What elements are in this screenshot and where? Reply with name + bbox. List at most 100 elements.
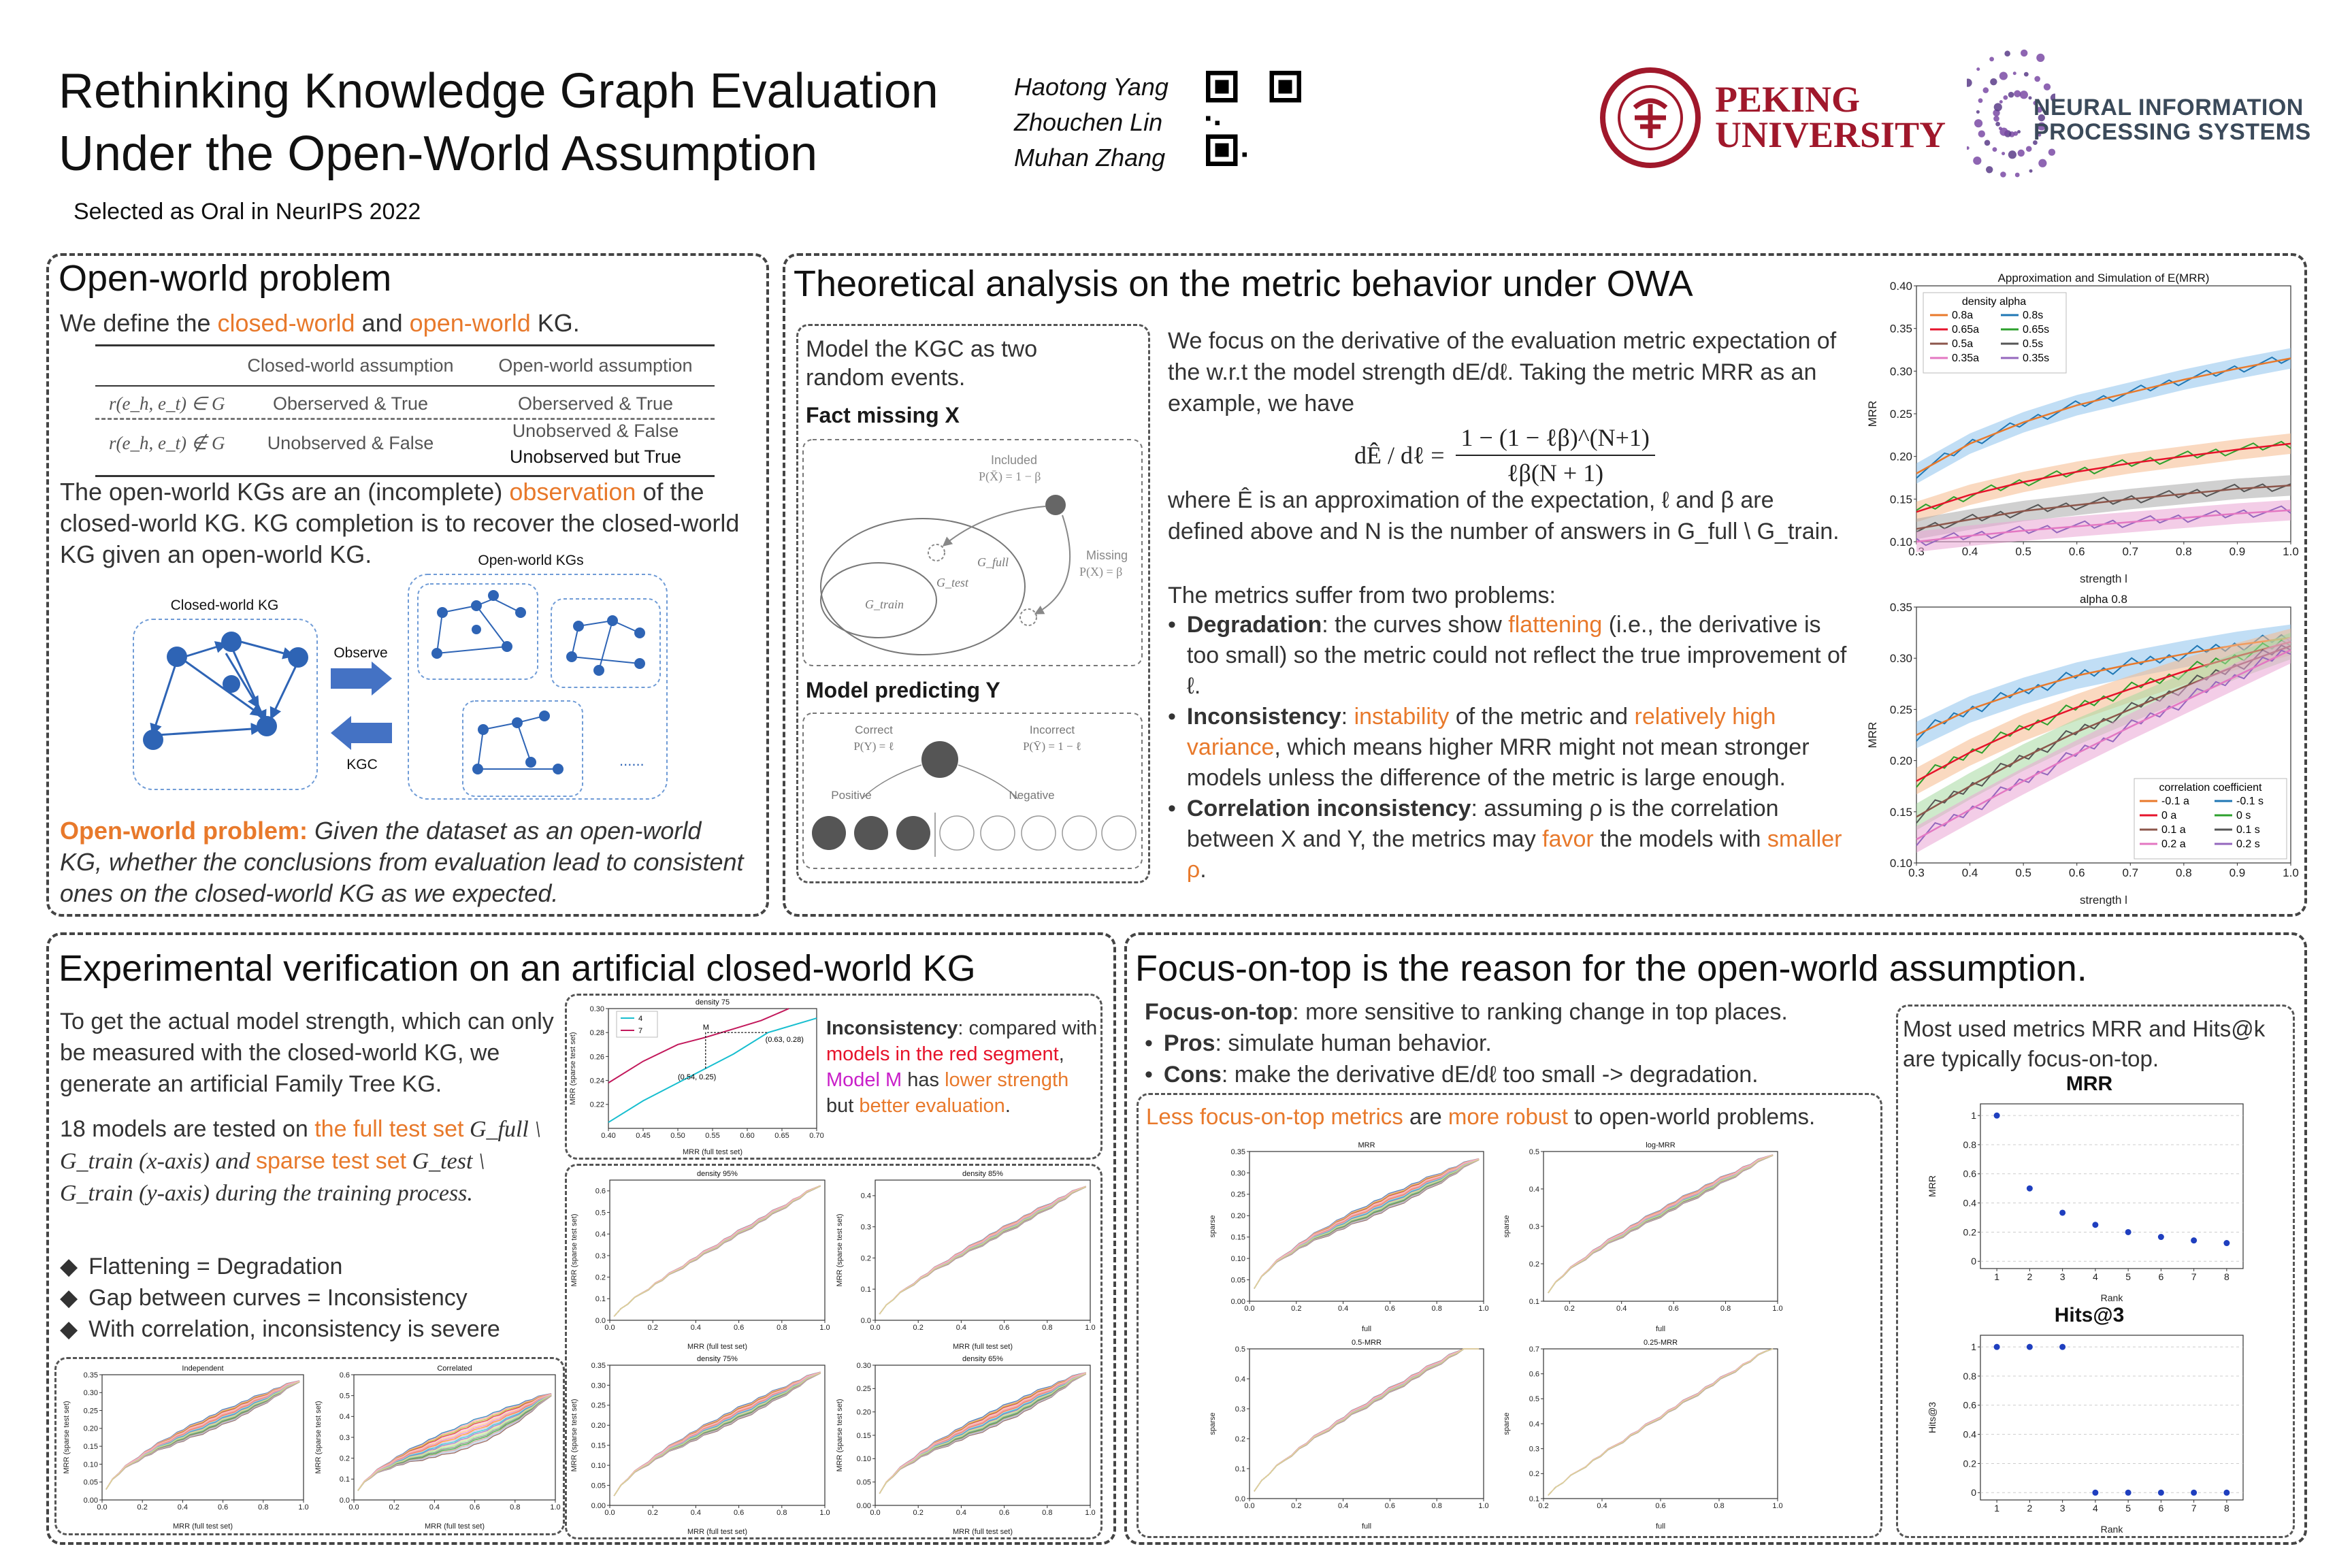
model-curve (879, 1373, 1086, 1494)
chart-title: Approximation and Simulation of E(MRR) (1998, 272, 2210, 284)
x-tick-label: 0.6 (1655, 1502, 1665, 1510)
y-axis-label: MRR (sparse test set) (314, 1401, 323, 1474)
annotation-label: (0.54, 0.25) (678, 1073, 716, 1081)
focus-def: Focus-on-top: more sensitive to ranking … (1145, 996, 1893, 1028)
author-name: Zhouchen Lin (1014, 108, 1163, 136)
x-tick-label: 0.0 (604, 1509, 615, 1517)
logo-dot (2014, 172, 2020, 178)
y-tick-label: 0.6 (1963, 1400, 1977, 1411)
model-curve (357, 1394, 552, 1491)
qr-code[interactable] (1206, 71, 1301, 166)
text: of the metric and (1449, 704, 1635, 730)
x-axis-label: MRR (full test set) (953, 1528, 1013, 1536)
model-curve (105, 1381, 300, 1490)
y-tick-label: 0.00 (857, 1502, 871, 1510)
x-axis-label: strength l (2080, 572, 2127, 585)
mrr-formula: dÊ / dℓ = 1 − (1 − ℓβ)^(N+1) ℓβ(N + 1) (1354, 418, 1655, 493)
bullet-head: Inconsistency (826, 1017, 958, 1039)
text: (i.e., the derivative is too small) so t… (1186, 612, 1847, 699)
legend-entry: 0.8s (2023, 310, 2043, 321)
legend-entry: -0.1 a (2161, 796, 2189, 807)
logo-dot (1999, 71, 2008, 80)
y-tick-label: 1 (1971, 1341, 1976, 1352)
highlight-text: better evaluation (859, 1095, 1005, 1117)
model-curve (357, 1393, 552, 1491)
density75-chart: density 75% 0.0 0.2 0.4 0.6 0.8 1.0 0.00 0.05 0.1… (569, 1352, 834, 1537)
x-tick-label: 1.0 (819, 1509, 830, 1517)
list-item: ◆ Gap between curves = Inconsistency (60, 1282, 500, 1313)
y-tick-label: 0.1 (340, 1475, 350, 1484)
y-axis-label: sparse (1209, 1412, 1217, 1435)
logo-dot (2043, 83, 2051, 91)
y-tick-label: 0.10 (857, 1455, 871, 1463)
logo-dot (1993, 103, 2002, 112)
y-tick-label: 0.25 (857, 1385, 871, 1393)
logo-dot (1995, 121, 2000, 127)
logo-dot (2038, 114, 2046, 122)
legend-box (616, 1011, 658, 1038)
x-tick-label: 0.6 (999, 1509, 1009, 1517)
highlight-text: more robust (1448, 1104, 1568, 1129)
theory-text-2: where Ê is an approximation of the expec… (1168, 487, 1840, 544)
logo-dot (1978, 98, 1983, 103)
highlight-text: the full test set (314, 1116, 464, 1142)
density-grid-box (565, 1164, 1102, 1539)
bullet-head: Inconsistency (1186, 704, 1341, 730)
logo-dot (2008, 150, 2016, 159)
table-cell: Oberserved & True (272, 393, 429, 414)
y-tick-label: 0.5 (1235, 1345, 1245, 1354)
y-tick-label: 0.3 (595, 1252, 606, 1260)
theory-text-1: We focus on the derivative of the evalua… (1168, 328, 1837, 416)
logo-dot (1993, 116, 1999, 122)
x-tick-label: 0.5 (2015, 545, 2031, 558)
y-axis-label: MRR (sparse test set) (63, 1401, 71, 1474)
x-tick-label: 2 (2027, 1271, 2032, 1282)
author-name: Muhan Zhang (1014, 144, 1166, 172)
legend-box (1923, 292, 2067, 374)
logo-dot (1976, 67, 1980, 71)
logo-dot (2038, 159, 2047, 167)
experimental-heading: Experimental verification on an artifici… (59, 948, 976, 989)
y-axis-label: sparse (1209, 1215, 1217, 1237)
model-curve (879, 1373, 1086, 1494)
neurips-name-line: PROCESSING SYSTEMS (2034, 119, 2311, 145)
text: : compared with (958, 1017, 1098, 1039)
x-tick-label: 0.8 (2176, 866, 2192, 879)
logo-dot (1982, 87, 1989, 93)
pku-logo: PEKING UNIVERSITY (1599, 67, 1946, 169)
legend-entry: 0.65s (2023, 324, 2049, 336)
logo-dot (2004, 50, 2010, 57)
text: : assuming ρ is the correlation between … (1186, 796, 1779, 852)
logo-dot (2003, 95, 2008, 100)
x-tick-label: 1.0 (1085, 1509, 1095, 1517)
chart-title: density 75 (696, 998, 730, 1007)
chart-title: density 75% (697, 1355, 738, 1363)
open-world-problem-statement: Open-world problem: Given the dataset as… (60, 815, 747, 909)
confidence-band (1916, 500, 2291, 553)
annotation-line (705, 1032, 768, 1068)
y-tick-label: 0.7 (1529, 1345, 1539, 1354)
logo-dot (2028, 96, 2032, 100)
model-curve (1254, 1158, 1480, 1289)
logo-dot (2036, 53, 2045, 62)
qr-module (1215, 120, 1220, 125)
x-tick-label: 3 (2060, 1271, 2065, 1282)
x-axis-label: MRR (full test set) (687, 1343, 747, 1351)
y-tick-label: 0.35 (84, 1371, 98, 1379)
y-axis-label: MRR (1866, 401, 1879, 427)
y-tick-label: 1 (1971, 1110, 1976, 1121)
x-tick-label: 0.6 (734, 1509, 744, 1517)
table-cell-highlight: Unobserved but True (509, 446, 682, 467)
y-tick-label: 0.6 (1963, 1169, 1977, 1179)
negative-label: Negative (1009, 789, 1054, 802)
annotation-label: M (703, 1024, 709, 1032)
chart-title: MRR (2066, 1073, 2113, 1095)
legend-title: density alpha (1962, 296, 2026, 308)
y-tick-label: 0.30 (590, 1005, 604, 1013)
poster-title: Rethinking Knowledge Graph Evaluation Un… (59, 60, 938, 185)
y-tick-label: 0.2 (861, 1254, 871, 1262)
confidence-band (1916, 348, 2291, 484)
list-item: ◆ With correlation, inconsistency is seve… (60, 1313, 500, 1345)
x-tick-label: 4 (2093, 1271, 2098, 1282)
text: : simulate human behavior. (1215, 1030, 1492, 1056)
